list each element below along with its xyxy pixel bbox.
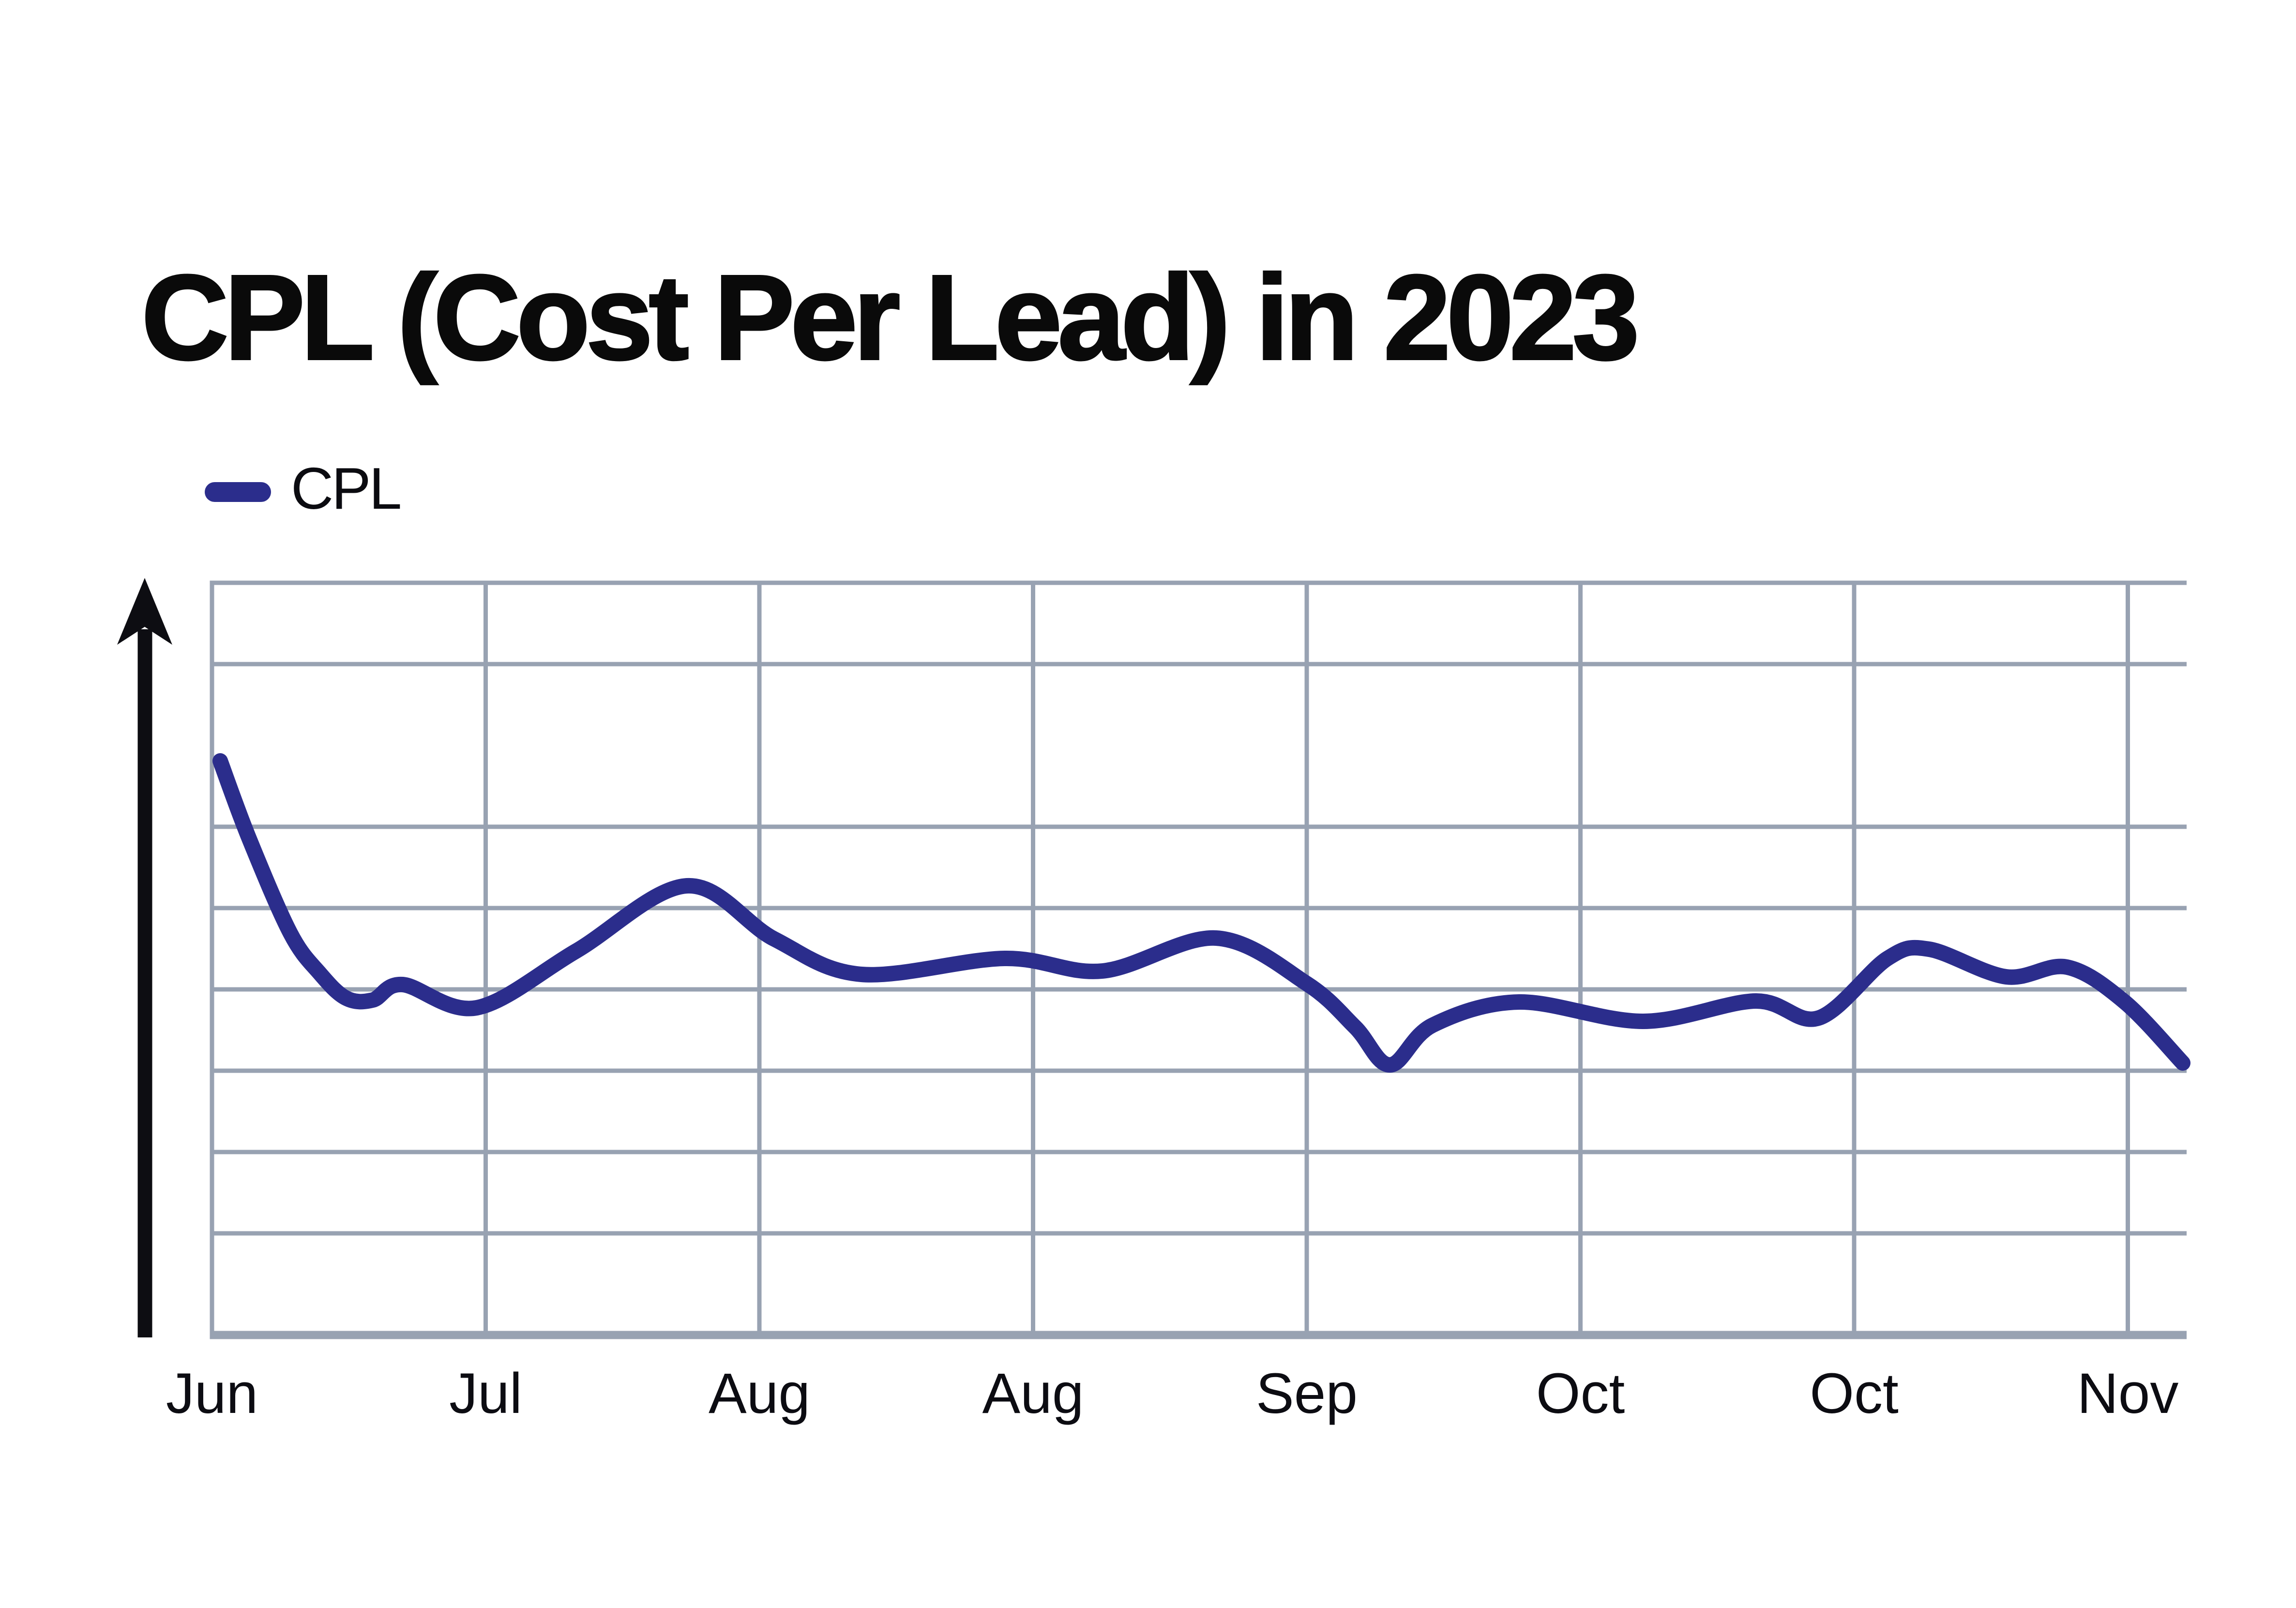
x-axis-label-3-aug: Aug [982, 1362, 1084, 1426]
x-axis-label-2-aug: Aug [709, 1362, 810, 1426]
x-axis-label-7-nov: Nov [2077, 1362, 2179, 1426]
x-axis-label-6-oct: Oct [1810, 1362, 1899, 1426]
x-axis-label-1-jul: Jul [449, 1362, 522, 1426]
legend-swatch-cpl [205, 482, 271, 502]
series-line-cpl [212, 753, 2190, 1073]
x-axis-label-5-oct: Oct [1536, 1362, 1625, 1426]
y-axis-arrow-head-icon [117, 578, 172, 645]
x-axis-label-0-jun: Jun [166, 1362, 258, 1426]
x-axis-label-4-sep: Sep [1256, 1362, 1358, 1426]
legend-label-cpl: CPL [291, 455, 402, 521]
page-title: CPL (Cost Per Lead) in 2023 [140, 250, 1641, 385]
